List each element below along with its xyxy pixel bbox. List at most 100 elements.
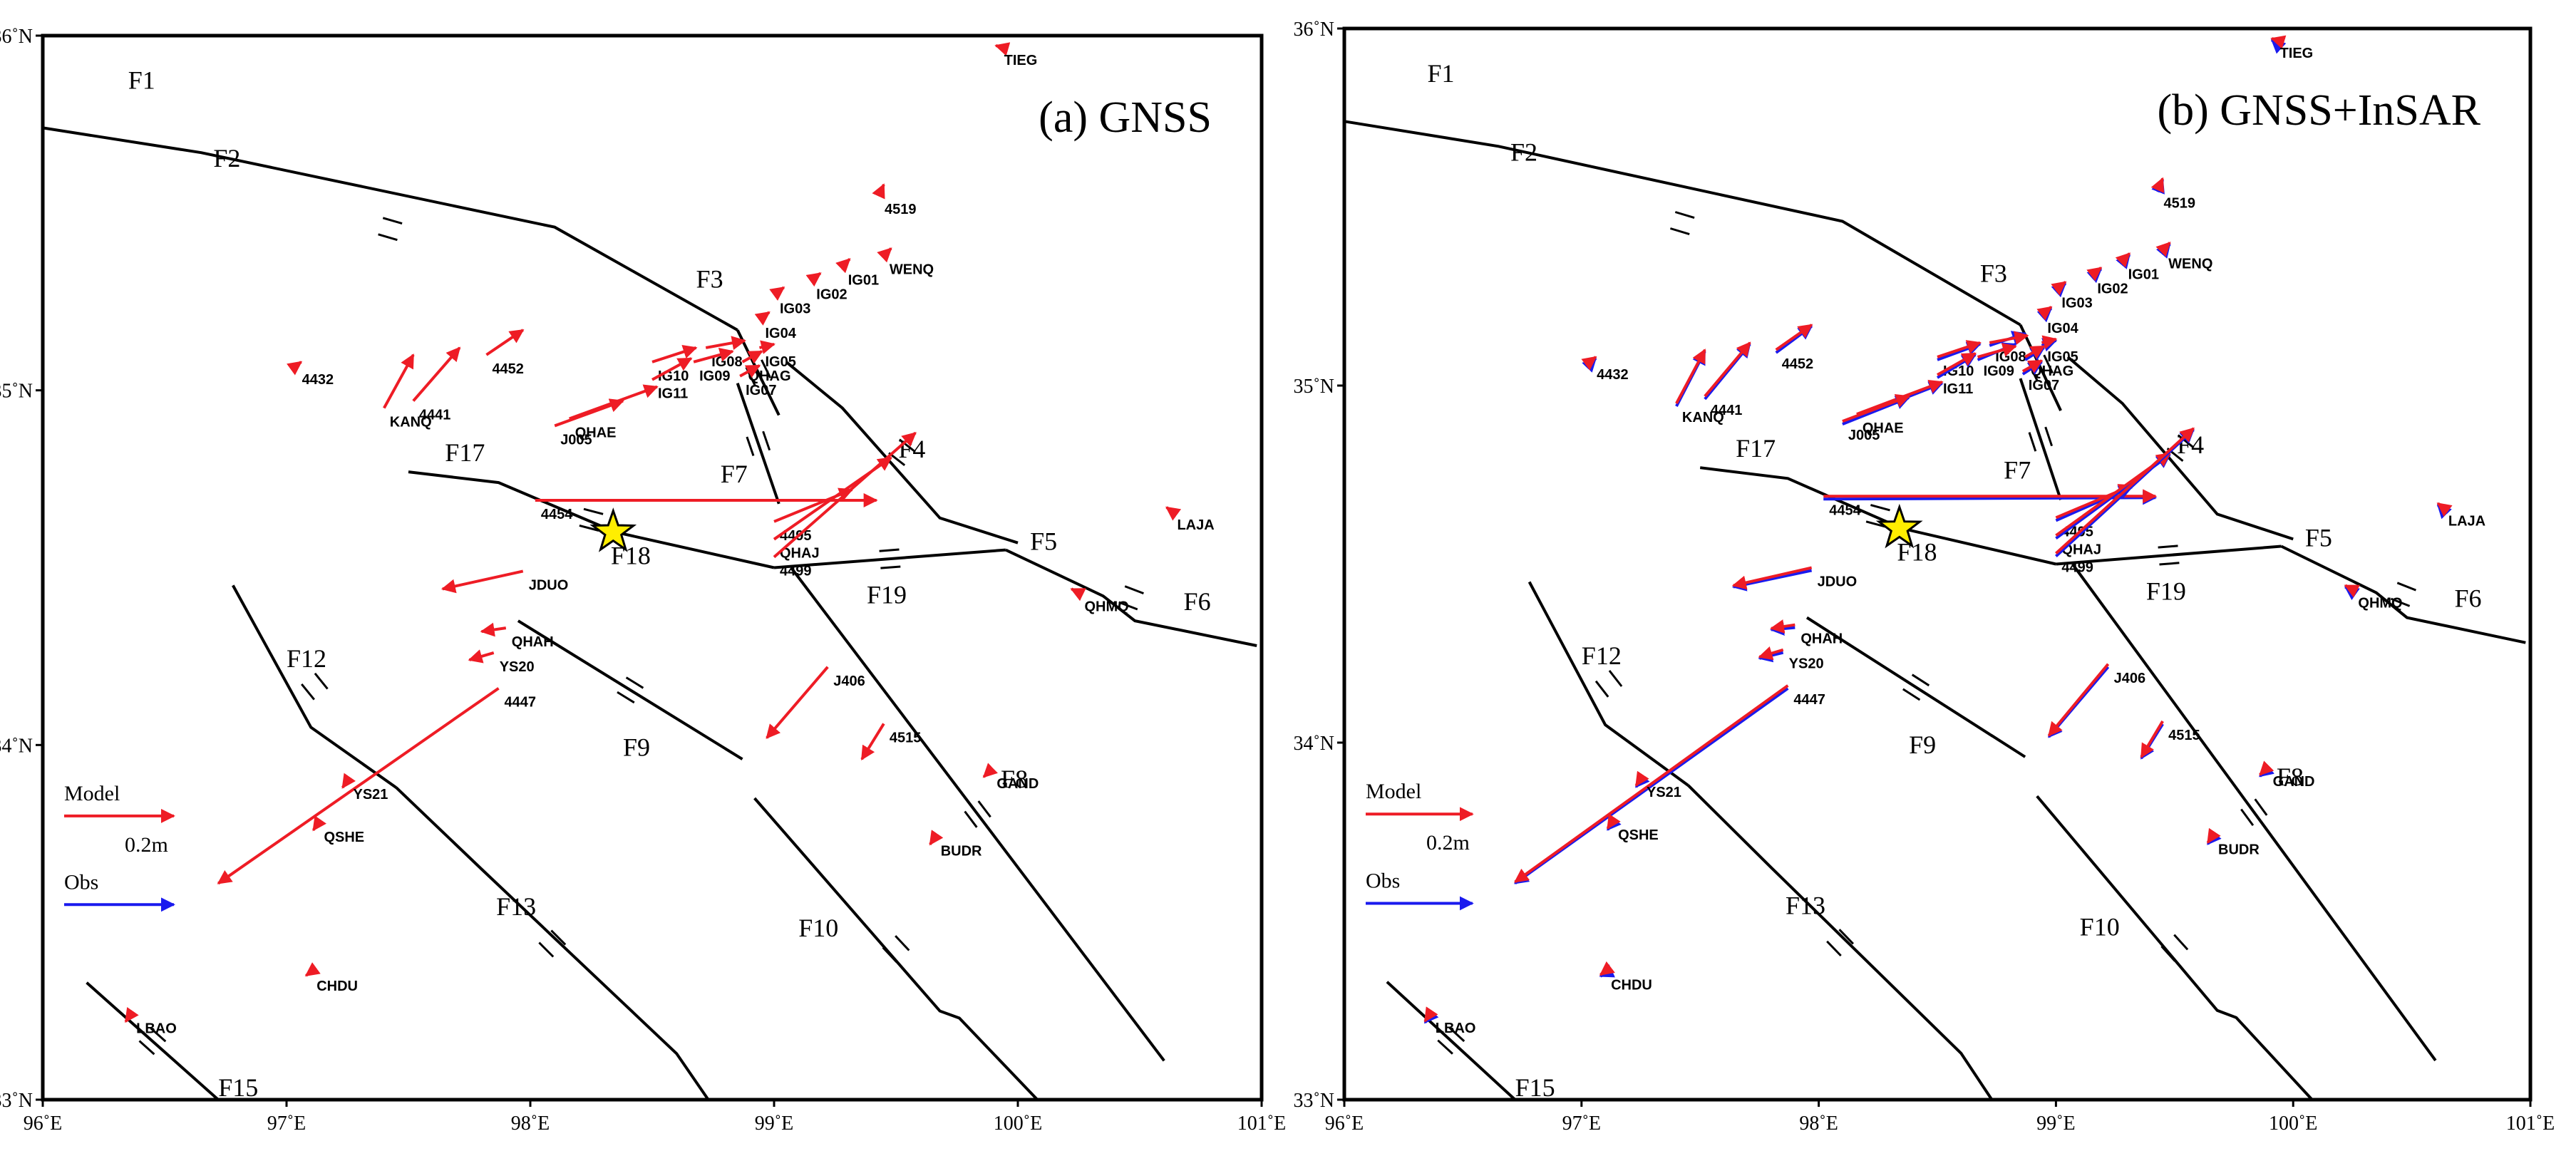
fault-slip-marker: [550, 929, 567, 946]
model-vector: [872, 183, 885, 200]
station-label: QSHE: [324, 830, 364, 845]
fault-slip-marker: [895, 935, 910, 951]
fault-label-f19: F19: [2146, 577, 2186, 606]
model-vector: [1606, 813, 1621, 830]
fault-trace-f7: [736, 383, 780, 505]
x-tick-label: 100˚E: [994, 1113, 1042, 1135]
station-label: IG09: [699, 368, 730, 384]
model-vector: [2270, 35, 2287, 49]
station-label: TIEG: [1004, 53, 1038, 68]
station-label: IG03: [780, 301, 810, 316]
station-label: IG02: [816, 287, 847, 302]
fault-slip-marker: [382, 217, 403, 225]
model-vector: [877, 247, 892, 263]
fault-label-f10: F10: [798, 914, 838, 942]
fault-label-f4: F4: [2177, 430, 2204, 459]
fault-slip-marker: [583, 507, 604, 515]
fault-label-f9: F9: [623, 733, 650, 761]
fault-label-f15: F15: [218, 1073, 258, 1102]
station-label: CHDU: [1611, 978, 1652, 993]
model-vector: [1675, 349, 1706, 404]
fault-label-f8: F8: [1001, 765, 1028, 793]
fault-slip-marker: [1826, 940, 1842, 957]
station-label: BUDR: [2218, 842, 2260, 857]
model-vector: [2259, 760, 2274, 776]
fault-slip-marker: [1902, 688, 1921, 701]
station-label: 4454: [1829, 502, 1861, 518]
fault-label-f1: F1: [128, 66, 155, 95]
fault-slip-marker: [1674, 211, 1695, 220]
fault-slip-marker: [964, 810, 978, 828]
station-label: J005: [1848, 428, 1880, 443]
station-label: QHMQ: [2358, 596, 2402, 611]
station-label: 4454: [541, 507, 573, 522]
model-vector: [982, 763, 999, 778]
model-vector: [705, 336, 746, 351]
epicenter-star-icon: [589, 507, 637, 552]
model-vector: [1989, 331, 2029, 346]
fault-label-f13: F13: [1786, 891, 1825, 919]
model-vector: [1937, 340, 1982, 358]
fault-label-f6: F6: [2455, 584, 2482, 613]
fault-label-f2: F2: [1510, 138, 1537, 166]
fault-trace-f9: [517, 619, 743, 760]
model-vector: [1770, 619, 1796, 634]
fault-slip-marker: [1437, 1039, 1453, 1055]
fault-trace-f5: [773, 548, 1006, 569]
model-vector: [1856, 379, 1944, 416]
model-vector: [2155, 242, 2171, 257]
model-vector: [383, 353, 415, 409]
panel-title: (a) GNSS: [1039, 93, 1212, 142]
station-label: QHMQ: [1085, 599, 1129, 614]
fault-trace-f2: [42, 126, 738, 331]
x-tick-label: 99˚E: [755, 1113, 793, 1135]
station-label: IG10: [658, 368, 689, 384]
fault-slip-marker: [1608, 669, 1623, 687]
y-tick-label: 35˚N: [0, 381, 33, 403]
fault-slip-marker: [2173, 934, 2189, 951]
station-label: WENQ: [2168, 257, 2212, 272]
model-vector: [2021, 359, 2044, 373]
fault-slip-marker: [314, 672, 329, 690]
fault-trace-f13: [395, 786, 710, 1101]
x-tick-label: 97˚E: [267, 1113, 306, 1135]
station-label: 4515: [2168, 728, 2200, 743]
model-vector: [805, 272, 822, 287]
station-label: 4499: [780, 564, 812, 579]
fault-label-f7: F7: [721, 460, 748, 488]
fault-trace-f6: [2280, 544, 2526, 644]
station-label: IG05: [765, 354, 795, 370]
station-label: IG02: [2097, 282, 2128, 297]
model-vector: [2086, 267, 2103, 282]
fault-slip-marker: [150, 1027, 167, 1043]
fault-label-f3: F3: [1980, 259, 2007, 288]
fault-trace-f10: [2036, 795, 2314, 1101]
fault-slip-marker: [625, 676, 644, 689]
model-vector: [2055, 427, 2195, 554]
station-label: QHAE: [1863, 420, 1904, 436]
legend-scale-label: 0.2m: [125, 833, 168, 857]
x-tick-label: 97˚E: [1562, 1113, 1601, 1135]
fault-slip-marker: [617, 691, 635, 704]
fault-slip-marker: [538, 941, 555, 958]
model-vector: [2206, 827, 2221, 844]
x-tick-label: 96˚E: [1325, 1113, 1364, 1135]
fault-slip-marker: [977, 800, 991, 818]
model-vector: [1513, 684, 1789, 884]
legend-obs-label: Obs: [64, 870, 98, 894]
panel-b-gnss-insar: 96˚E 97˚E 98˚E 99˚E 100˚E 101˚E 33˚N 34˚N 35˚N 36…: [1293, 19, 2555, 1135]
station-label: QHAJ: [2061, 542, 2101, 557]
fault-trace-f12: [232, 584, 398, 789]
model-vector: [441, 569, 524, 594]
fault-label-f6: F6: [1184, 587, 1211, 616]
model-vector: [2344, 584, 2360, 598]
fault-slip-marker: [1669, 227, 1690, 236]
station-label: YS20: [1789, 656, 1824, 672]
station-label: QHAJ: [780, 546, 820, 562]
station-label: 4441: [419, 408, 451, 423]
station-label: 4441: [1711, 403, 1743, 418]
model-vector: [2024, 345, 2046, 359]
fault-trace-f15: [1386, 981, 1516, 1101]
station-label: YS21: [354, 787, 388, 802]
